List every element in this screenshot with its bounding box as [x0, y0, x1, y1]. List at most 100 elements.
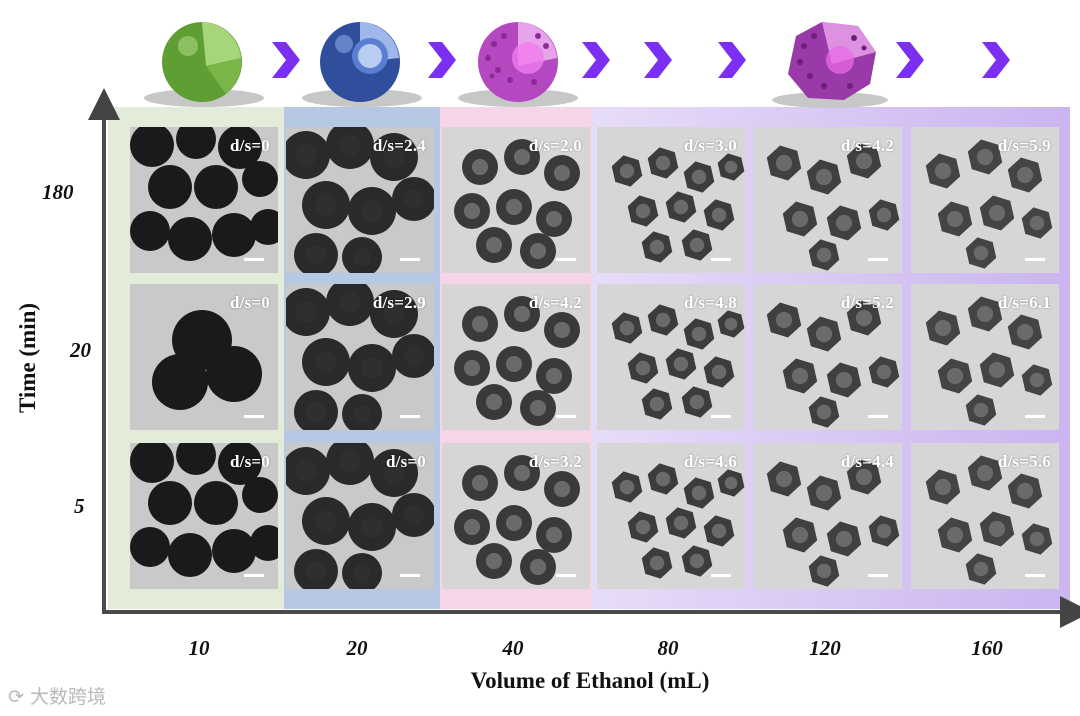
particle: [194, 481, 238, 525]
particle-core: [1016, 482, 1034, 500]
x-tick-10: 10: [188, 636, 210, 660]
particle-core: [306, 561, 326, 581]
particles: [454, 455, 580, 585]
particle: [218, 443, 262, 485]
y-tick-5: 5: [74, 494, 85, 518]
particle-core: [711, 207, 727, 223]
tem-image-t20-c2: d/s=4.2: [442, 284, 590, 430]
particle: [168, 217, 212, 261]
x-tick-80: 80: [657, 636, 679, 660]
particle-core: [383, 462, 405, 484]
scale-bar: [1025, 415, 1045, 418]
particle-core: [315, 194, 337, 216]
particles: [286, 284, 434, 430]
watermark: ⟳ 大数跨境: [8, 682, 106, 709]
ds-ratio-label: d/s=0: [386, 452, 426, 471]
particle-core: [1016, 323, 1034, 341]
particle-core: [876, 207, 892, 223]
particles: [454, 139, 580, 269]
particle-core: [545, 367, 563, 385]
particle-core: [295, 460, 317, 482]
particles: [286, 127, 434, 273]
particle-core: [295, 144, 317, 166]
particle-core: [691, 485, 707, 501]
particle: [250, 525, 278, 561]
particle-core: [724, 317, 738, 331]
particle-core: [619, 479, 635, 495]
y-tick-20: 20: [70, 338, 91, 362]
scale-bar: [1025, 258, 1045, 261]
particle-core: [946, 367, 964, 385]
watermark-text: 大数跨境: [29, 686, 106, 708]
particle-core: [383, 303, 405, 325]
ds-ratio-label: d/s=5.6: [997, 452, 1051, 471]
particle-core: [361, 516, 383, 538]
chevron-right-icon: [896, 42, 924, 78]
particle: [168, 533, 212, 577]
particle-core: [855, 152, 873, 170]
tem-image-t20-c1: d/s=2.9: [286, 284, 434, 430]
particle-core: [973, 561, 989, 577]
particle-core: [315, 510, 337, 532]
particle-core: [988, 520, 1006, 538]
particle-core: [689, 553, 705, 569]
particle: [206, 346, 262, 402]
particle-core: [691, 169, 707, 185]
particle-core: [876, 523, 892, 539]
particle-core: [816, 247, 832, 263]
tem-image-t5-c4: d/s=4.4: [754, 443, 902, 589]
particle-core: [1029, 372, 1045, 388]
particles: [611, 463, 745, 579]
particle: [218, 127, 262, 169]
particles: [925, 296, 1053, 426]
particle-core: [463, 202, 481, 220]
tem-image-t5-c1: d/s=0: [286, 443, 434, 589]
particle-core: [505, 198, 523, 216]
particle: [212, 529, 256, 573]
tem-image-t180-c3: d/s=3.0: [597, 127, 745, 273]
particle-core: [689, 394, 705, 410]
tem-image-t180-c2: d/s=2.0: [442, 127, 590, 273]
particles: [286, 443, 434, 589]
particle-core: [404, 505, 424, 525]
watermark-logo-icon: ⟳: [8, 686, 24, 708]
particles: [454, 296, 580, 426]
scale-bar: [868, 415, 888, 418]
particle-core: [946, 210, 964, 228]
particle-core: [485, 393, 503, 411]
chevron-right-icon: [428, 42, 456, 78]
particle-core: [934, 319, 952, 337]
particle-core: [353, 248, 371, 266]
particle-core: [673, 515, 689, 531]
particle-core: [649, 396, 665, 412]
particle-core: [553, 164, 571, 182]
particle-core: [505, 514, 523, 532]
x-tick-40: 40: [502, 636, 524, 660]
particle-core: [946, 526, 964, 544]
scale-bar: [556, 415, 576, 418]
particle: [250, 209, 278, 245]
particles: [925, 455, 1053, 585]
particles: [766, 143, 900, 271]
ds-ratio-label: d/s=3.0: [683, 136, 737, 155]
chevron-right-icon: [644, 42, 672, 78]
chevron-right-icon: [272, 42, 300, 78]
particle: [242, 161, 278, 197]
particles: [130, 127, 278, 261]
particle-core: [655, 312, 671, 328]
particle-core: [934, 478, 952, 496]
particle: [148, 481, 192, 525]
particle-core: [529, 242, 547, 260]
chevron-right-icon: [582, 42, 610, 78]
particle-core: [815, 484, 833, 502]
particle-core: [816, 563, 832, 579]
porous-hollow-polyhedron-icon: [772, 22, 888, 108]
particle-core: [791, 210, 809, 228]
ds-ratio-label: d/s=4.8: [683, 293, 737, 312]
particle-core: [545, 526, 563, 544]
particle-core: [673, 199, 689, 215]
x-axis-label: Volume of Ethanol (mL): [470, 668, 710, 693]
particle-core: [383, 146, 405, 168]
